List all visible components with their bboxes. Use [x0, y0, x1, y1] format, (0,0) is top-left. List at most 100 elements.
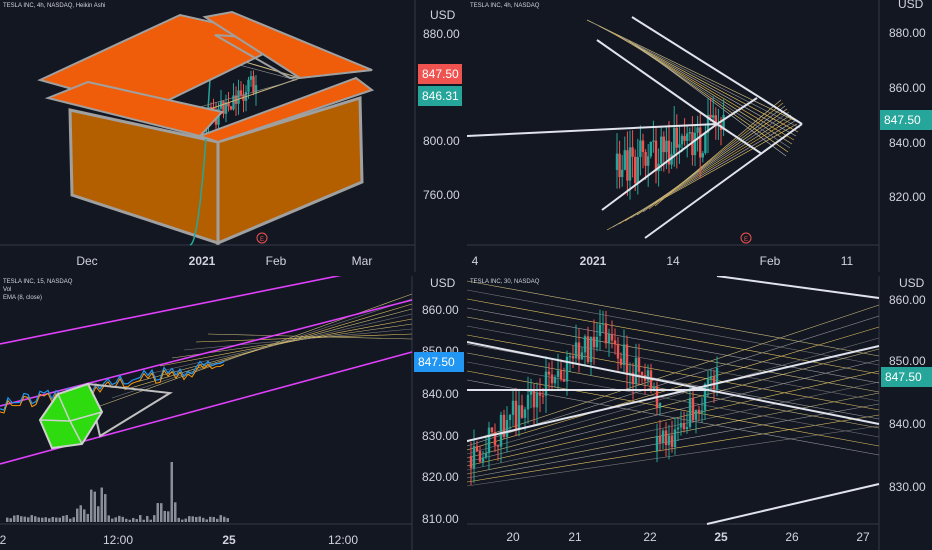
volume-bar [23, 516, 26, 522]
chart-bottom-right[interactable]: USD 860.00 850.00 840.00 830.00 847.50 20 21 22 2… [467, 276, 932, 550]
fan-line [467, 304, 880, 443]
volume-bar [30, 515, 33, 522]
br-candle [580, 352, 584, 360]
fan-line [467, 370, 880, 467]
x-label: 2021 [580, 254, 607, 268]
br-candle [553, 376, 557, 384]
volume-bar [44, 517, 47, 522]
br-candle [538, 392, 542, 396]
fan-line [642, 105, 786, 213]
br-candle [613, 340, 617, 345]
tr-candle [688, 132, 691, 134]
br-candle [625, 344, 629, 375]
tr-candle [652, 140, 655, 142]
x-label: 14 [666, 254, 680, 268]
tl-candle [239, 90, 243, 95]
br-candle [676, 427, 680, 430]
br-candle [706, 378, 710, 384]
volume-bar [93, 491, 96, 522]
tr-candle [670, 154, 673, 165]
fan-line [467, 379, 880, 456]
volume-bar [114, 517, 117, 522]
volume-bar [111, 518, 114, 522]
tl-candle [237, 90, 240, 104]
br-candle [493, 432, 497, 446]
br-candle [640, 371, 644, 375]
fan-line [467, 414, 880, 483]
panel-top-right[interactable]: USD 880.00 860.00 840.00 820.00 847.50 4 2021 14… [467, 0, 932, 272]
panel-bottom-left[interactable]: USD 860.00 850.00 840.00 830.00 820.00 810.00 8… [0, 276, 464, 550]
br-candle [589, 336, 593, 363]
volume-bar [97, 506, 100, 522]
volume-bar [167, 511, 170, 522]
tl-candle [247, 79, 250, 92]
fan-line [467, 348, 880, 459]
box-flap-front-right [196, 76, 375, 144]
chart-top-right[interactable]: USD 880.00 860.00 840.00 820.00 847.50 4 2021 14… [467, 0, 932, 272]
fan-line [654, 99, 782, 207]
tr-candle [683, 135, 686, 141]
tl-candle [212, 107, 215, 110]
volume-bar [132, 517, 135, 522]
br-candle [622, 344, 626, 365]
br-candle [661, 430, 665, 443]
volume-bar [58, 517, 61, 522]
br-candle [490, 427, 494, 433]
price-label: 840.00 [889, 136, 926, 150]
price-label: 760.00 [423, 188, 460, 202]
volume-bar [188, 516, 191, 522]
fan-line [207, 333, 413, 340]
box-flap-front-left [44, 80, 224, 138]
chart-bottom-left[interactable]: USD860.00850.00840.00830.00820.00810.008… [0, 276, 464, 550]
br-candle [619, 358, 623, 365]
tr-candle [665, 140, 668, 153]
panel-top-left[interactable]: USD 880.00 800.00 760.00 847.50 846.31 Dec 2021… [0, 0, 464, 272]
fan-line [467, 334, 880, 411]
panel-bottom-right[interactable]: USD 860.00 850.00 840.00 830.00 847.50 20 21 22 2… [467, 276, 932, 550]
volume-bar [121, 516, 124, 522]
arrow-lower-line [644, 123, 803, 239]
br-candle [694, 409, 698, 421]
volume-bar [34, 516, 37, 522]
cube-edge [39, 411, 103, 422]
br-candle [544, 371, 548, 396]
tr-candle [680, 135, 684, 145]
arrow-inner-line [716, 97, 758, 125]
tr-candle [660, 136, 663, 164]
volume-bar [195, 516, 198, 522]
tr-candle [647, 156, 650, 166]
volume-bar [135, 519, 138, 522]
x-label: 11 [841, 254, 854, 268]
br-candle [514, 400, 518, 429]
chart-top-left[interactable]: USD 880.00 800.00 760.00 847.50 846.31 Dec 2021… [0, 0, 464, 272]
volume-bar [72, 517, 75, 522]
x-label: Feb [266, 254, 287, 268]
br-candle [505, 419, 509, 437]
br-candle [598, 324, 602, 336]
br-candle [562, 379, 566, 382]
tag-last-price: 847.50 [885, 370, 922, 384]
br-candle [508, 414, 512, 420]
br-candle [532, 389, 536, 408]
trendline-descending [467, 341, 880, 425]
tag-last-price: 847.50 [418, 355, 455, 369]
fan-line [467, 325, 880, 402]
tr-candle [701, 153, 704, 158]
br-candle [604, 323, 608, 344]
x-label: 12:00 [103, 533, 133, 547]
br-candle [502, 414, 506, 437]
tr-candle [641, 140, 645, 152]
tr-candle [644, 151, 647, 166]
tag-last-price-bg [880, 110, 932, 130]
volume-bar [9, 518, 12, 522]
tr-candle [634, 156, 637, 184]
volume-bar [69, 518, 72, 522]
volume-bar [128, 519, 131, 522]
legend-vol: Vol [3, 287, 12, 293]
br-candle [715, 367, 719, 390]
br-candle [556, 370, 560, 377]
fan-line [467, 381, 880, 471]
volume-bar [13, 515, 16, 522]
x-label: 21 [568, 530, 582, 544]
volume-bar [142, 519, 145, 522]
